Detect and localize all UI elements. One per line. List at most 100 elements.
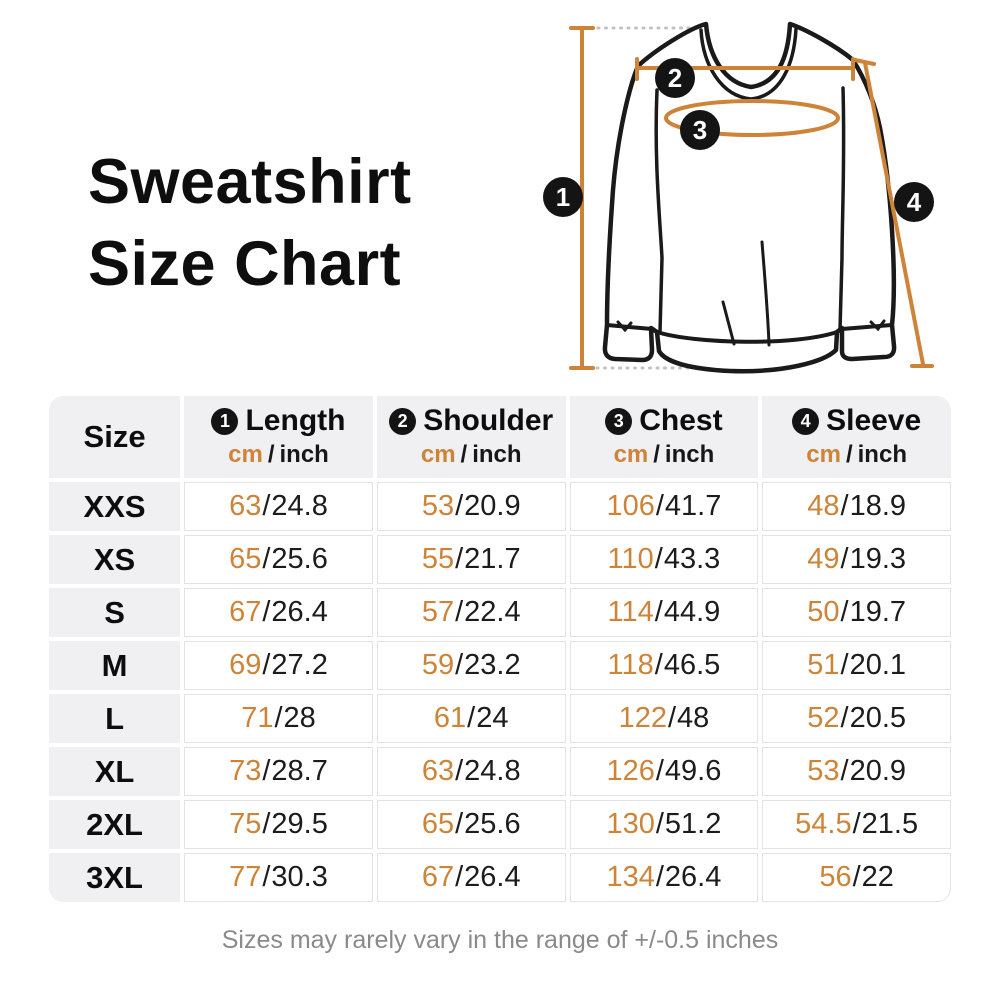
body-fold-line-long — [760, 240, 771, 347]
right-sleeve-seam — [838, 86, 846, 332]
size-label: XS — [49, 535, 181, 584]
size-label: XL — [49, 747, 181, 796]
sleeve-cell: 49/19.3 — [762, 535, 951, 584]
collar-inner-line — [699, 27, 798, 101]
sweatshirt-detail-lines — [605, 27, 894, 347]
size-label: 3XL — [49, 853, 181, 902]
page-title-line1: Sweatshirt — [88, 147, 412, 217]
body-fold-line-short — [721, 300, 736, 346]
table-row: XL 73/28.7 63/24.8 126/49.6 53/20.9 — [49, 747, 951, 796]
column-label: Chest — [639, 404, 723, 438]
left-sleeve-seam — [654, 88, 664, 334]
unit-inch-label: inch — [279, 440, 329, 468]
header-row: Size 1 Length cm / inch 2 Shoulder cm / inch 3… — [49, 396, 951, 478]
size-label: M — [49, 641, 181, 690]
size-label: XXS — [49, 482, 181, 531]
chest-cell: 122/48 — [569, 694, 759, 743]
table-row: M 69/27.2 59/23.2 118/46.5 51/20.1 — [49, 641, 951, 690]
right-cuff-top-line — [840, 323, 894, 331]
unit-cm-label: cm — [228, 440, 263, 468]
sleeve-measure-line — [853, 58, 934, 368]
size-label: L — [49, 694, 181, 743]
page-title-line2: Size Chart — [88, 228, 402, 299]
shoulder-cell: 65/25.6 — [376, 800, 566, 849]
marker-badges: 1 2 3 4 — [543, 58, 934, 222]
chest-cell: 134/26.4 — [569, 853, 759, 902]
length-cell: 63/24.8 — [184, 482, 373, 531]
length-cell: 73/28.7 — [184, 747, 373, 796]
sleeve-cell: 54.5/21.5 — [762, 800, 951, 849]
table-row: 2XL 75/29.5 65/25.6 130/51.2 54.5/21.5 — [49, 800, 951, 849]
hem-band-top-line — [655, 330, 839, 344]
chest-cell: 118/46.5 — [569, 641, 759, 690]
shoulder-cell: 57/22.4 — [376, 588, 566, 637]
page-title: Sweatshirt Size Chart — [88, 142, 412, 306]
svg-text:3: 3 — [693, 115, 707, 145]
badge-3-icon: 3 — [605, 408, 633, 436]
sweatshirt-measurement-figure: 1 2 3 4 — [540, 10, 980, 390]
unit-inch-label: inch — [664, 440, 715, 468]
svg-text:2: 2 — [668, 63, 682, 93]
unit-inch-label: inch — [472, 440, 522, 468]
column-header-length: 1 Length cm / inch — [184, 396, 373, 478]
shoulder-cell: 61/24 — [376, 694, 566, 743]
column-label: Sleeve — [826, 404, 922, 438]
length-cell: 65/25.6 — [184, 535, 373, 584]
size-table-body: XXS 63/24.8 53/20.9 106/41.7 48/18.9 XS … — [49, 482, 951, 902]
shoulder-cell: 53/20.9 — [376, 482, 566, 531]
length-cell: 67/26.4 — [184, 588, 373, 637]
chest-cell: 106/41.7 — [569, 482, 759, 531]
sleeve-cell: 56/22 — [762, 853, 951, 902]
unit-separator: / — [845, 440, 853, 468]
unit-inch-label: inch — [857, 440, 907, 468]
column-label: Shoulder — [423, 404, 554, 438]
length-cell: 75/29.5 — [184, 800, 373, 849]
table-row: XXS 63/24.8 53/20.9 106/41.7 48/18.9 — [49, 482, 951, 531]
marker-badge-1: 1 — [543, 177, 583, 217]
sweatshirt-figure-svg: 1 2 3 4 — [543, 21, 934, 374]
column-header-sleeve: 4 Sleeve cm / inch — [762, 396, 951, 478]
sleeve-cell: 53/20.9 — [762, 747, 951, 796]
table-row: XS 65/25.6 55/21.7 110/43.3 49/19.3 — [49, 535, 951, 584]
marker-badge-3: 3 — [680, 110, 720, 150]
unit-cm-label: cm — [806, 440, 841, 468]
size-label: 2XL — [49, 800, 181, 849]
size-table-header: Size 1 Length cm / inch 2 Shoulder cm / inch 3… — [49, 396, 951, 478]
unit-separator: / — [460, 440, 468, 468]
sleeve-cell: 50/19.7 — [762, 588, 951, 637]
shoulder-cell: 55/21.7 — [376, 535, 566, 584]
size-label: S — [49, 588, 181, 637]
shoulder-cell: 63/24.8 — [376, 747, 566, 796]
chest-cell: 110/43.3 — [569, 535, 759, 584]
table-row: L 71/28 61/24 122/48 52/20.5 — [49, 694, 951, 743]
sleeve-cell: 52/20.5 — [762, 694, 951, 743]
unit-cm-label: cm — [420, 440, 456, 468]
badge-1-icon: 1 — [211, 408, 239, 436]
chest-measure-ellipse — [664, 99, 840, 137]
measurement-lines — [569, 26, 934, 370]
chest-cell: 126/49.6 — [569, 747, 759, 796]
unit-separator: / — [267, 440, 275, 468]
dotted-guide-lines — [595, 26, 706, 370]
length-cell: 69/27.2 — [184, 641, 373, 690]
column-header-shoulder: 2 Shoulder cm / inch — [376, 396, 566, 478]
shoulder-cell: 67/26.4 — [376, 853, 566, 902]
unit-separator: / — [653, 440, 660, 468]
length-cell: 71/28 — [184, 694, 373, 743]
shoulder-cell: 59/23.2 — [376, 641, 566, 690]
table-row: 3XL 77/30.3 67/26.4 134/26.4 56/22 — [49, 853, 951, 902]
left-cuff-notch — [616, 320, 633, 333]
length-cell: 77/30.3 — [184, 853, 373, 902]
unit-cm-label: cm — [613, 440, 649, 468]
column-label: Length — [245, 404, 346, 438]
chest-cell: 114/44.9 — [569, 588, 759, 637]
column-header-size: Size — [49, 396, 181, 478]
table-row: S 67/26.4 57/22.4 114/44.9 50/19.7 — [49, 588, 951, 637]
badge-2-icon: 2 — [389, 408, 417, 436]
marker-badge-4: 4 — [894, 182, 934, 222]
chest-cell: 130/51.2 — [569, 800, 759, 849]
svg-text:1: 1 — [556, 182, 570, 212]
marker-badge-2: 2 — [655, 58, 695, 98]
size-chart-table: Size 1 Length cm / inch 2 Shoulder cm / inch 3… — [45, 392, 955, 906]
sleeve-cell: 51/20.1 — [762, 641, 951, 690]
